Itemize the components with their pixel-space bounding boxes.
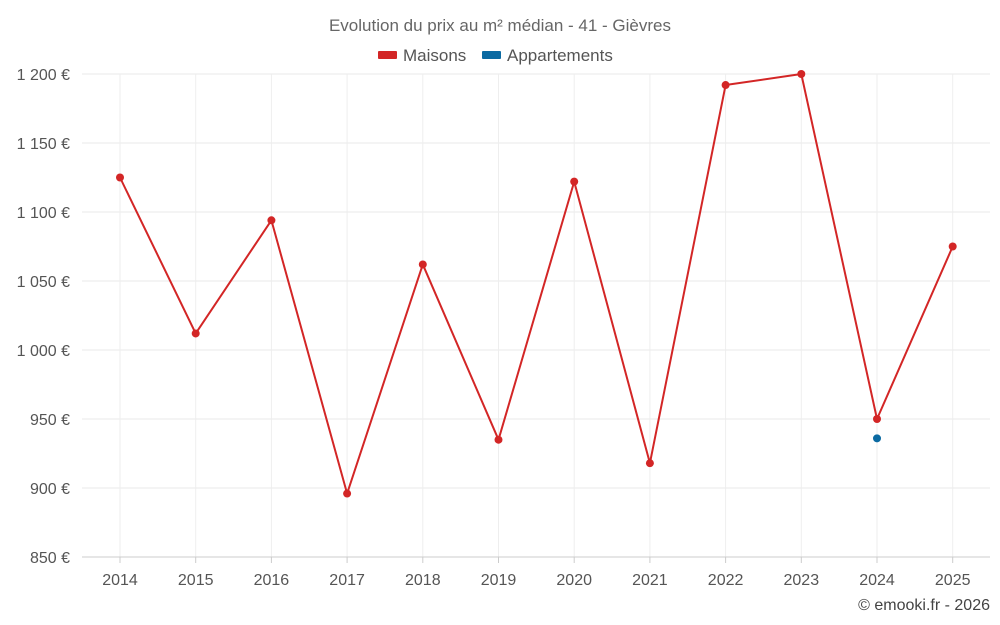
x-tick-label-2015: 2015 [178, 572, 214, 589]
x-tick-label-2022: 2022 [708, 572, 744, 589]
y-tick-label-1200: 1 200 € [17, 67, 70, 84]
point-maisons-2019[interactable] [494, 435, 503, 444]
y-tick-label-1150: 1 150 € [17, 136, 70, 153]
x-tick-label-2021: 2021 [632, 572, 668, 589]
legend: Maisons Appartements [378, 46, 613, 65]
legend-label-maisons: Maisons [403, 46, 466, 65]
y-tick-label-900: 900 € [30, 481, 70, 498]
y-tick-label-1000: 1 000 € [17, 343, 70, 360]
series [116, 70, 957, 498]
y-tick-label-950: 950 € [30, 412, 70, 429]
point-maisons-2017[interactable] [343, 489, 352, 498]
chart-title: Evolution du prix au m² médian - 41 - Gi… [329, 16, 671, 35]
axes: 850 € 900 € 950 € 1 000 € 1 050 € 1 100 € 1 15… [17, 67, 990, 589]
x-tick-label-2014: 2014 [102, 572, 138, 589]
point-maisons-2025[interactable] [948, 242, 957, 251]
point-appartements-2024[interactable] [873, 434, 881, 443]
x-tick-label-2018: 2018 [405, 572, 441, 589]
point-maisons-2016[interactable] [267, 216, 276, 225]
x-tick-label-2020: 2020 [556, 572, 592, 589]
legend-swatch-appartements [482, 51, 501, 59]
point-maisons-2015[interactable] [191, 329, 200, 338]
y-tick-label-850: 850 € [30, 550, 70, 567]
legend-label-appartements: Appartements [507, 46, 613, 65]
point-maisons-2024[interactable] [873, 415, 881, 423]
legend-item-appartements[interactable]: Appartements [482, 46, 613, 65]
point-maisons-2020[interactable] [570, 177, 579, 186]
x-tick-label-2023: 2023 [784, 572, 820, 589]
y-tick-label-1050: 1 050 € [17, 274, 70, 291]
point-maisons-2022[interactable] [721, 81, 730, 90]
legend-swatch-maisons [378, 51, 397, 59]
credit-text: © emooki.fr - 2026 [858, 597, 990, 614]
point-maisons-2014[interactable] [116, 173, 124, 182]
x-tick-label-2024: 2024 [859, 572, 895, 589]
x-tick-label-2017: 2017 [329, 572, 365, 589]
point-maisons-2018[interactable] [418, 260, 427, 269]
series-line-maisons [119, 73, 954, 495]
point-maisons-2021[interactable] [645, 459, 654, 468]
x-tick-label-2025: 2025 [935, 572, 971, 589]
y-tick-label-1100: 1 100 € [17, 205, 70, 222]
point-maisons-2023[interactable] [797, 70, 806, 78]
grid [82, 73, 990, 558]
legend-item-maisons[interactable]: Maisons [378, 46, 466, 65]
x-tick-label-2016: 2016 [254, 572, 290, 589]
x-tick-label-2019: 2019 [481, 572, 517, 589]
